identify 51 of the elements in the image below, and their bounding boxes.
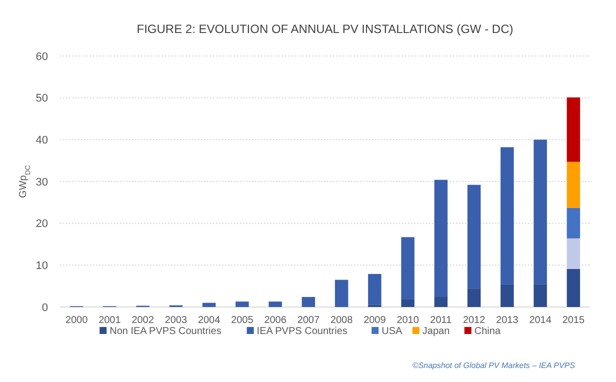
x-tick-label: 2010	[396, 315, 420, 326]
x-tick-label: 2004	[198, 315, 221, 326]
legend-label: USA	[382, 326, 402, 337]
bar	[534, 284, 547, 307]
bar	[467, 184, 481, 289]
bar	[534, 140, 547, 284]
bar	[268, 302, 282, 307]
x-tick-label: 2009	[364, 315, 386, 326]
bar	[434, 296, 448, 307]
text: ©Snapshot of Global PV Markets – IEA PVPS	[412, 361, 576, 370]
y-tick-label: 20	[36, 218, 48, 230]
y-tick-label: 40	[36, 134, 48, 147]
bar	[401, 237, 414, 300]
x-tick-label: 2014	[529, 315, 552, 326]
y-tick-label: 10	[36, 260, 48, 272]
y-tick-label: 60	[36, 50, 48, 63]
x-tick-label: 2013	[496, 315, 519, 326]
chart-title: FIGURE 2: EVOLUTION OF ANNUAL PV INSTALLATIONS (GW - DC)	[136, 22, 514, 36]
y-tick-label: 30	[36, 176, 48, 188]
x-tick-label: 2000	[65, 315, 88, 326]
x-tick-label: 2012	[462, 315, 486, 326]
legend-label: Non IEA PVPS Countries	[110, 326, 222, 337]
bar	[434, 180, 448, 297]
bar	[566, 97, 580, 162]
legend-label: Japan	[422, 326, 450, 337]
y-tick-label: 50	[36, 92, 48, 105]
x-tick-label: 2001	[98, 315, 122, 326]
x-tick-label: 2006	[264, 315, 287, 326]
bar	[302, 296, 316, 307]
legend-label: China	[474, 326, 501, 337]
bar	[566, 238, 580, 269]
bar	[401, 299, 414, 307]
x-tick-label: 2007	[297, 315, 320, 326]
x-tick-label: 2003	[164, 315, 188, 326]
x-tick-label: 2005	[231, 315, 254, 326]
bar	[566, 162, 580, 208]
bar	[334, 280, 348, 307]
bar	[236, 302, 249, 307]
x-tick-label: 2008	[330, 315, 354, 326]
bar	[202, 302, 216, 307]
x-tick-label: 2015	[562, 315, 585, 326]
legend-label: IEA PVPS Countries	[256, 326, 348, 337]
bar	[368, 274, 382, 305]
bar	[500, 284, 514, 307]
x-tick-label: 2011	[430, 315, 452, 326]
x-tick-label: 2002	[132, 315, 154, 326]
bar	[500, 147, 514, 284]
y-tick-label: 0	[42, 302, 48, 314]
bar	[566, 208, 580, 238]
bar	[566, 268, 580, 307]
bar	[467, 288, 481, 307]
